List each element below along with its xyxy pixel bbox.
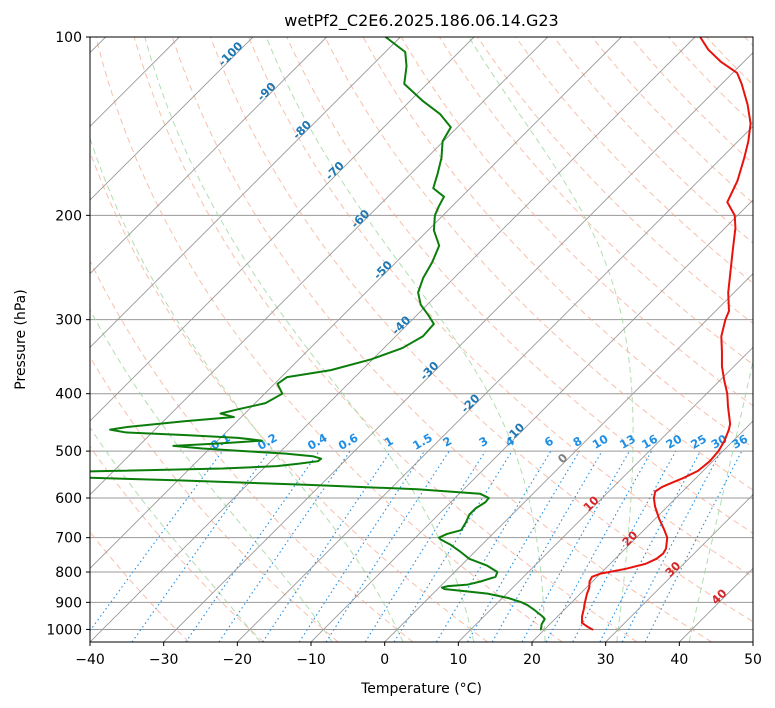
x-tick-label: 0	[380, 652, 389, 668]
isotherm-line	[90, 37, 622, 569]
y-tick-label: 200	[55, 208, 82, 224]
y-tick-label: 900	[55, 595, 82, 611]
dry-adiabat-line	[90, 259, 414, 642]
mixing-ratio-line	[393, 450, 513, 642]
mixing-ratio-label: 10	[590, 432, 611, 452]
isotherm-line	[90, 37, 254, 201]
mixing-ratio-label: 20	[663, 432, 684, 452]
mixing-ratio-line	[185, 450, 320, 642]
dry-adiabat-line	[629, 37, 753, 165]
mixing-ratio-label: 30	[709, 432, 730, 452]
x-tick-label: 40	[670, 652, 688, 668]
mixing-ratio-line	[572, 450, 677, 642]
moist-adiabat-line	[90, 136, 404, 642]
moist-adiabat-line	[90, 308, 333, 642]
isotherm-line	[384, 273, 753, 642]
mixing-ratio-line	[131, 450, 270, 642]
moist-adiabat-line	[144, 37, 475, 642]
dewpoint-profile-line	[90, 37, 546, 631]
dry-adiabat-line	[95, 37, 563, 642]
moist-adiabat-line	[688, 358, 753, 642]
y-tick-label: 800	[55, 565, 82, 581]
isotherm-line	[90, 37, 548, 496]
mixing-ratio-line	[298, 450, 425, 642]
x-tick-label: −40	[75, 652, 105, 668]
isotherm-line	[237, 125, 753, 642]
dry-adiabat-line	[90, 445, 264, 642]
x-tick-label: 20	[523, 652, 541, 668]
mixing-ratio-label: 13	[617, 432, 638, 452]
x-tick-label: 10	[449, 652, 467, 668]
mixing-ratio-line	[364, 450, 486, 642]
mixing-ratio-line	[491, 450, 603, 642]
isotherm-line	[605, 494, 753, 642]
moist-adiabat-line	[90, 426, 261, 642]
isotherm-line	[90, 37, 475, 422]
dry-adiabat-line	[477, 37, 753, 325]
isotherm-line	[90, 37, 401, 348]
mixing-ratio-line	[435, 450, 552, 642]
temperature-profile-line	[581, 37, 752, 631]
y-tick-label: 300	[55, 313, 82, 329]
y-tick-label: 700	[55, 531, 82, 547]
mixing-ratio-lines	[90, 450, 743, 642]
pressure-gridlines	[90, 37, 753, 630]
moist-adiabats	[90, 37, 753, 642]
x-tick-label: 30	[597, 652, 615, 668]
dry-adiabat-line	[210, 37, 753, 623]
y-tick-label: 400	[55, 387, 82, 403]
dry-adiabat-line	[591, 37, 753, 204]
isotherm-line	[310, 199, 753, 642]
x-tick-label: −30	[149, 652, 179, 668]
dry-adiabat-line	[248, 37, 753, 578]
y-tick-label: 100	[55, 30, 82, 46]
y-axis-label: Pressure (hPa)	[13, 289, 29, 389]
y-tick-label: 600	[55, 491, 82, 507]
x-axis-ticks: −40 −30 −20 −10 0 10 20 30 40 50	[75, 642, 762, 668]
mixing-ratio-label: 16	[639, 432, 660, 452]
dry-adiabat-line	[324, 37, 753, 491]
isotherm-line	[163, 52, 753, 642]
mixing-ratio-line	[90, 450, 223, 632]
dry-adiabat-line	[515, 37, 753, 284]
dry-adiabat-line	[133, 37, 638, 642]
mixing-ratio-line	[521, 450, 630, 642]
profile-lines	[90, 37, 752, 631]
isotherms	[90, 37, 753, 642]
dry-adiabat-line	[171, 37, 712, 642]
isotherm-line	[90, 37, 327, 275]
mixing-ratio-line	[467, 450, 580, 642]
y-tick-label: 1000	[46, 622, 82, 638]
mixing-ratio-label: 25	[688, 432, 709, 452]
mixing-ratio-line	[325, 450, 450, 642]
x-tick-label: 50	[744, 652, 762, 668]
moist-adiabat-line	[265, 37, 546, 642]
dry-adiabats	[90, 37, 753, 642]
chart-title: wetPf2_C2E6.2025.186.06.14.G23	[284, 11, 558, 31]
isotherm-line	[458, 346, 753, 642]
y-axis-ticks: 100 200 300 400 500 600 700 800 900 1000	[46, 30, 90, 638]
plot-frame	[89, 36, 754, 643]
x-tick-label: −10	[296, 652, 326, 668]
dry-adiabat-line	[400, 37, 753, 407]
isotherm-line	[531, 420, 753, 642]
mixing-ratio-label: 36	[729, 432, 750, 452]
x-tick-label: −20	[223, 652, 253, 668]
isotherm-line	[90, 37, 696, 642]
y-tick-label: 500	[55, 444, 82, 460]
x-axis-label: Temperature (°C)	[360, 681, 482, 697]
